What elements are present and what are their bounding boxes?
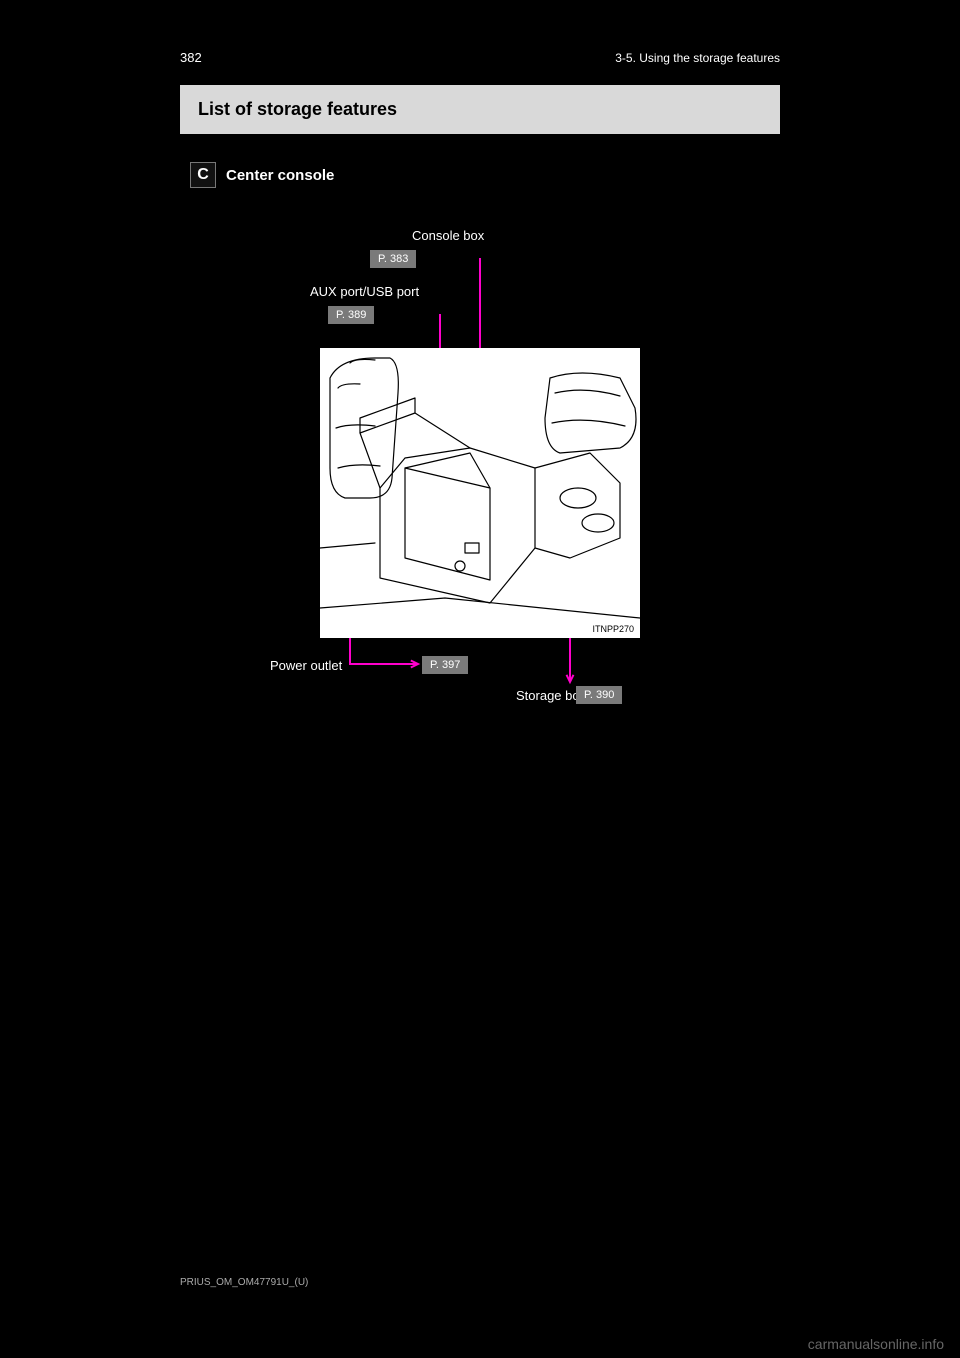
page-number: 382 xyxy=(180,50,202,65)
callout-power-outlet: Power outlet xyxy=(270,658,342,673)
callout-console-box: Console box xyxy=(412,228,484,243)
console-illustration: ITNPP270 xyxy=(320,348,640,638)
section-title: List of storage features xyxy=(180,85,780,134)
page-ref-storage-box: P. 390 xyxy=(576,686,622,704)
diagram: Console box P. 383 AUX port/USB port P. 389… xyxy=(180,208,780,808)
subheading: C Center console xyxy=(180,162,780,188)
page-ref-power-outlet: P. 397 xyxy=(422,656,468,674)
callout-aux-port: AUX port/USB port xyxy=(310,284,419,299)
subheading-text: Center console xyxy=(226,167,334,184)
page-header: 382 3-5. Using the storage features xyxy=(180,50,780,65)
footer-code: PRIUS_OM_OM47791U_(U) xyxy=(180,1277,308,1288)
page-ref-console-box: P. 383 xyxy=(370,250,416,268)
watermark: carmanualsonline.info xyxy=(808,1336,944,1352)
manual-page: 382 3-5. Using the storage features List… xyxy=(180,50,780,808)
page-ref-aux-port: P. 389 xyxy=(328,306,374,324)
breadcrumb: 3-5. Using the storage features xyxy=(615,51,780,65)
section-letter-box: C xyxy=(190,162,216,188)
